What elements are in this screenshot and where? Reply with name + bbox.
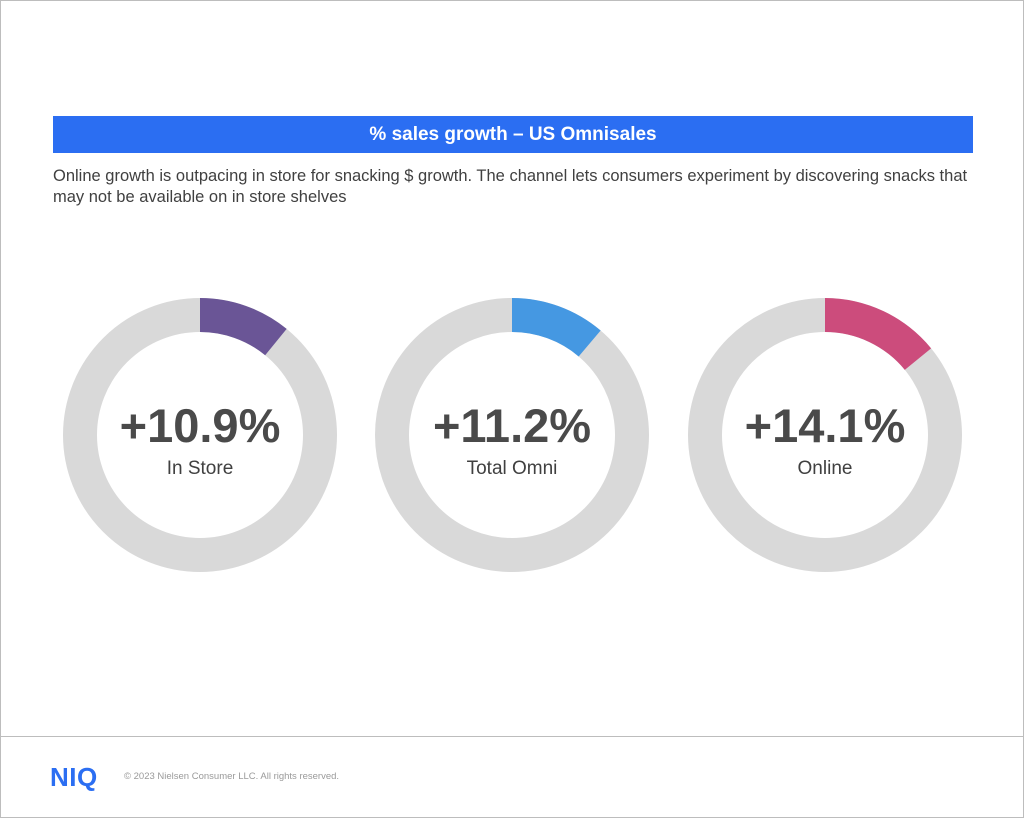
chart-subtitle: Online growth is outpacing in store for … bbox=[53, 167, 968, 206]
chart-title-bar: % sales growth – US Omnisales bbox=[53, 116, 973, 153]
donut-category-label-online: Online bbox=[798, 458, 853, 479]
donut-category-label-in-store: In Store bbox=[167, 458, 234, 479]
chart-title: % sales growth – US Omnisales bbox=[369, 123, 657, 145]
donut-segment-online bbox=[825, 298, 932, 370]
footer-divider bbox=[0, 736, 1024, 737]
donut-value-label-total-omni: +11.2% bbox=[433, 399, 591, 452]
niq-logo: NIQ bbox=[50, 762, 98, 792]
donut-value-label-online: +14.1% bbox=[745, 399, 906, 452]
donut-segment-total-omni bbox=[512, 298, 601, 357]
copyright-text: © 2023 Nielsen Consumer LLC. All rights … bbox=[124, 771, 340, 782]
donut-segment-in-store bbox=[200, 298, 287, 356]
donut-category-label-total-omni: Total Omni bbox=[467, 458, 558, 479]
donut-value-label-in-store: +10.9% bbox=[120, 399, 281, 452]
